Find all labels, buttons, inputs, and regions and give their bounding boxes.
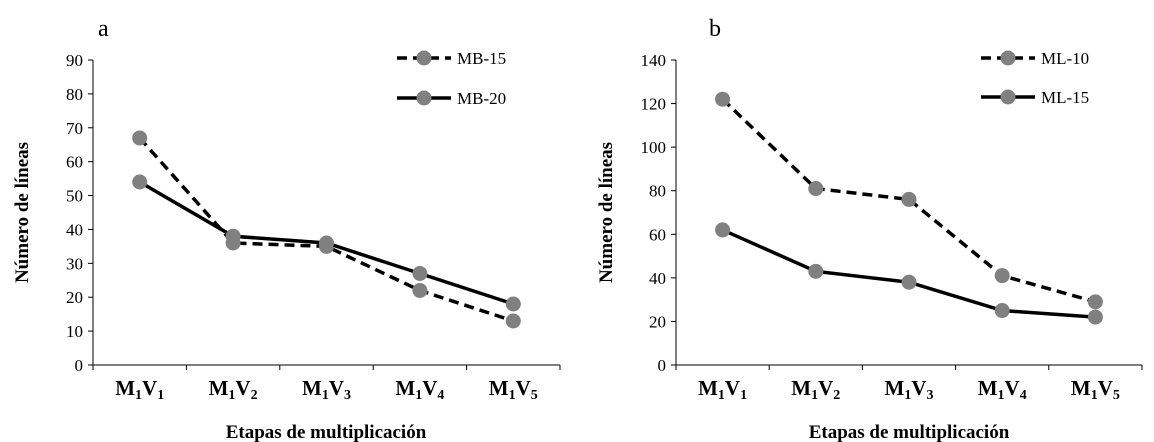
data-point-ML-15: [994, 303, 1010, 319]
legend-label-ML-10: ML-10: [1041, 49, 1089, 68]
data-point-MB-15: [505, 313, 521, 329]
x-tick-label: M1V5: [1071, 376, 1120, 403]
y-axis-title: Número de líneas: [596, 142, 617, 283]
series-line-ML-10: [721, 97, 1096, 304]
y-tick-label: 20: [66, 288, 83, 307]
legend-label-MB-15: MB-15: [457, 49, 506, 68]
data-point-MB-20: [132, 174, 148, 190]
y-tick-label: 20: [649, 312, 666, 331]
data-point-MB-15: [132, 130, 148, 146]
y-tick-label: 50: [66, 187, 83, 206]
data-point-ML-10: [994, 268, 1010, 284]
data-point-ML-10: [1087, 294, 1103, 310]
y-tick-label: 140: [641, 51, 667, 70]
y-tick-label: 40: [66, 220, 83, 239]
legend-marker-MB-15: [416, 50, 432, 66]
data-point-MB-20: [412, 266, 428, 281]
x-tick-label: M1V1: [698, 376, 747, 403]
legend-marker-ML-10: [1000, 50, 1016, 66]
y-tick-label: 70: [66, 119, 83, 138]
legend-marker-ML-15: [1000, 89, 1016, 105]
x-tick-label: M1V2: [209, 376, 258, 403]
data-point-ML-15: [715, 222, 731, 238]
y-tick-label: 60: [649, 225, 666, 244]
y-tick-label: 0: [658, 356, 667, 375]
x-tick-label: M1V4: [978, 376, 1027, 403]
series-line-MB-15: [138, 136, 514, 323]
data-point-MB-20: [225, 228, 241, 244]
x-tick-label: M1V1: [115, 376, 164, 403]
x-axis-title: Etapas de multiplicación: [226, 422, 427, 442]
y-tick-label: 60: [66, 153, 83, 172]
data-point-ML-15: [1087, 309, 1103, 325]
data-point-ML-10: [715, 91, 731, 107]
y-tick-label: 90: [66, 51, 83, 70]
data-point-MB-20: [505, 296, 521, 312]
data-point-ML-15: [808, 263, 824, 279]
y-tick-label: 30: [66, 254, 83, 273]
data-point-MB-20: [319, 235, 334, 251]
x-tick-label: M1V4: [395, 376, 444, 403]
y-tick-label: 80: [649, 182, 666, 201]
y-axis-title: Número de líneas: [12, 142, 33, 283]
data-point-MB-15: [412, 282, 428, 298]
chart-panel-b: b 0 20 40 60 80 100 120 140 M1V1 M1V2 M1V3 M1V4 M1V5 E…: [596, 16, 1143, 442]
panel-letter: a: [98, 16, 109, 42]
y-tick-label: 80: [66, 85, 83, 104]
x-tick-label: M1V3: [302, 376, 351, 403]
data-point-ML-10: [901, 191, 917, 207]
series-line-ML-15: [721, 228, 1096, 319]
panel-letter: b: [709, 16, 721, 42]
x-axis-title: Etapas de multiplicación: [809, 422, 1010, 442]
x-tick-label: M1V3: [885, 376, 934, 403]
y-tick-label: 120: [641, 95, 667, 114]
legend-label-ML-15: ML-15: [1041, 88, 1089, 107]
y-tick-label: 100: [641, 138, 667, 157]
y-tick-label: 10: [66, 322, 83, 341]
chart-panel-a: a 0 10 20 30 40 50 60 70 80 90 M1V1 M1V2 M1V3 M1V4 M1V5…: [12, 16, 561, 442]
x-tick-label: M1V2: [791, 376, 840, 403]
y-tick-label: 40: [649, 269, 666, 288]
y-tick-label: 0: [75, 356, 84, 375]
legend-marker-MB-20: [416, 90, 432, 106]
data-point-ML-10: [808, 181, 824, 197]
data-point-ML-15: [901, 274, 917, 290]
x-tick-label: M1V5: [489, 376, 538, 403]
legend-label-MB-20: MB-20: [457, 89, 506, 108]
